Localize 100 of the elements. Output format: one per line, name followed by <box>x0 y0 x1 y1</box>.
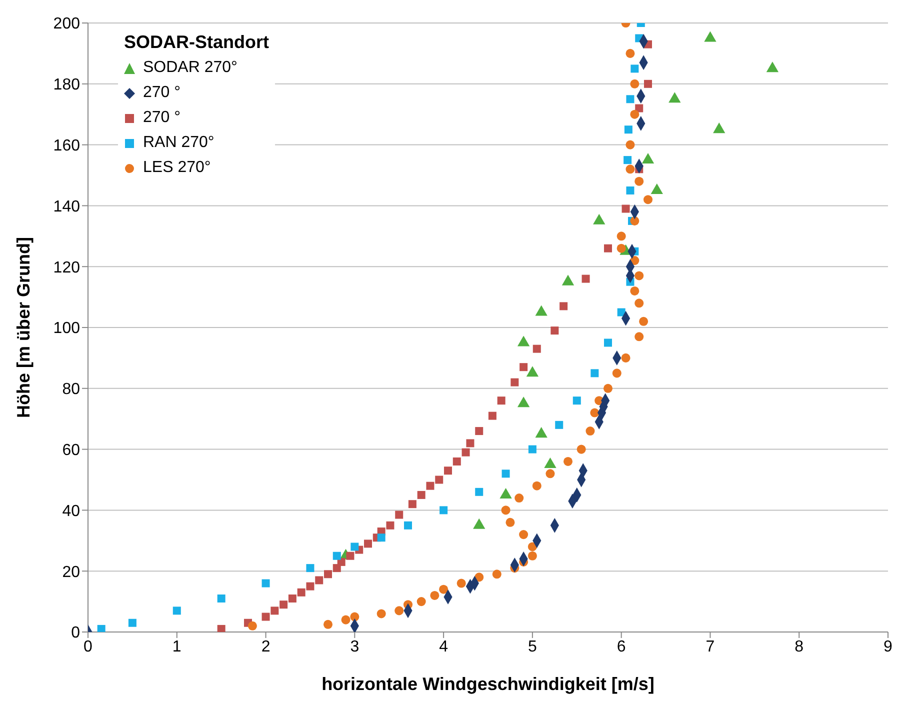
point <box>550 326 559 335</box>
point <box>128 618 136 627</box>
y-tick-label: 0 <box>71 624 80 642</box>
x-tick-label: 3 <box>350 638 360 656</box>
point <box>639 316 648 326</box>
point <box>315 576 324 584</box>
point <box>643 195 653 204</box>
x-tick-label: 7 <box>706 638 715 656</box>
point <box>416 597 426 606</box>
legend-label: 270 ° <box>143 84 181 102</box>
point <box>621 353 630 362</box>
point <box>262 612 270 621</box>
x-tick-label: 5 <box>528 638 537 656</box>
point <box>520 363 528 372</box>
y-tick-label: 60 <box>62 442 80 459</box>
point <box>634 332 644 342</box>
point <box>475 427 484 436</box>
point <box>528 445 536 454</box>
point <box>462 448 470 456</box>
point <box>306 564 314 572</box>
point <box>456 578 466 588</box>
point <box>514 494 524 503</box>
point <box>440 506 448 514</box>
point <box>488 412 496 420</box>
point <box>506 518 515 527</box>
point <box>626 48 635 58</box>
point <box>634 298 644 308</box>
point <box>404 521 412 530</box>
point <box>262 579 270 588</box>
x-tick-label: 6 <box>616 638 626 656</box>
point <box>97 624 106 632</box>
point <box>417 490 426 499</box>
point <box>582 274 590 283</box>
point <box>634 176 644 186</box>
point <box>172 606 181 615</box>
point <box>590 408 600 418</box>
y-tick-label: 180 <box>53 76 80 94</box>
point <box>626 140 635 150</box>
point <box>626 95 634 104</box>
point <box>395 510 404 519</box>
point <box>603 384 613 393</box>
point <box>560 302 568 310</box>
point <box>626 186 634 194</box>
point <box>624 156 632 164</box>
point <box>323 620 333 629</box>
point <box>626 164 635 174</box>
point <box>346 552 354 560</box>
point <box>622 204 630 213</box>
point <box>475 488 484 496</box>
point <box>604 244 612 252</box>
point <box>501 506 510 515</box>
point <box>350 612 360 622</box>
y-tick-label: 140 <box>53 198 80 216</box>
point <box>306 582 314 590</box>
point <box>624 126 632 134</box>
point <box>532 344 541 353</box>
y-tick-label: 20 <box>62 564 80 581</box>
x-tick-label: 8 <box>794 638 804 656</box>
y-axis-title: Höhe [m über Grund] <box>13 237 34 418</box>
legend-label: 270 ° <box>143 109 181 127</box>
point <box>439 584 448 594</box>
legend-label: LES 270° <box>143 159 211 177</box>
point <box>377 534 386 542</box>
point <box>217 624 226 632</box>
point <box>630 216 640 226</box>
point <box>576 444 586 454</box>
x-tick-label: 0 <box>84 638 93 656</box>
point <box>630 110 640 119</box>
point <box>297 588 306 596</box>
point <box>616 232 626 241</box>
point <box>497 396 506 405</box>
x-tick-label: 1 <box>172 638 182 656</box>
point <box>492 570 502 579</box>
point <box>630 286 640 296</box>
point <box>502 470 510 478</box>
point <box>332 552 341 560</box>
point <box>616 244 626 253</box>
x-tick-label: 9 <box>884 638 893 656</box>
point <box>555 420 564 429</box>
point <box>280 600 288 609</box>
legend-label: SODAR 270° <box>143 59 238 77</box>
point <box>510 378 519 386</box>
point <box>376 609 386 618</box>
point <box>394 606 404 616</box>
point <box>350 542 359 551</box>
y-tick-label: 120 <box>53 259 80 276</box>
y-tick-label: 80 <box>62 381 80 398</box>
y-tick-label: 40 <box>62 502 80 520</box>
point <box>364 540 372 548</box>
point <box>644 80 652 88</box>
point <box>386 521 394 530</box>
legend-title: SODAR-Standort <box>124 32 269 53</box>
point <box>270 606 279 615</box>
y-tick-label: 160 <box>53 137 80 154</box>
y-tick-label: 100 <box>53 320 80 338</box>
point <box>288 594 296 603</box>
point <box>590 369 599 378</box>
point <box>532 481 542 490</box>
x-tick-label: 4 <box>439 638 448 656</box>
x-tick-label: 2 <box>261 638 270 656</box>
